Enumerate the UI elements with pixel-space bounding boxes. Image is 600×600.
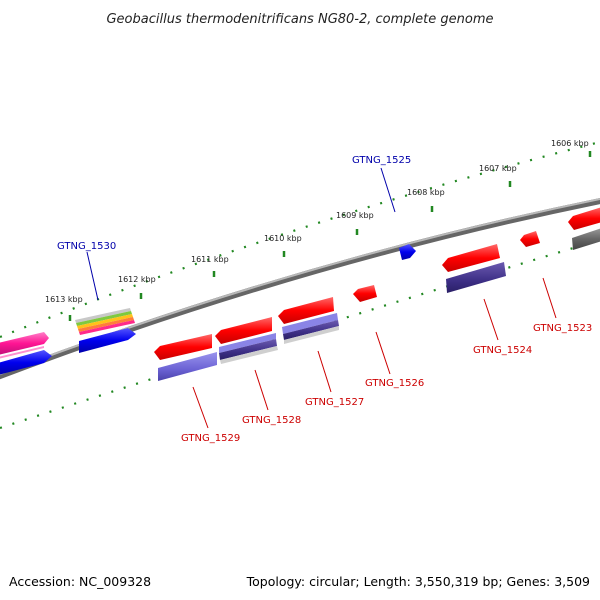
gene-feature-band <box>284 326 339 344</box>
gene-feature[interactable] <box>568 207 600 230</box>
gene-label-GTNG_1525[interactable]: GTNG_1525 <box>352 155 411 166</box>
tick-label-1611: 1611 kbp <box>191 255 229 264</box>
leader-GTNG_1529 <box>192 386 209 429</box>
accession-text: Accession: NC_009328 <box>9 574 151 589</box>
gene-GTNG_1529[interactable] <box>154 334 212 360</box>
gene-feature-band <box>220 346 278 364</box>
gene-GTNG_1527[interactable] <box>278 297 334 324</box>
leader-GTNG_1527 <box>317 350 332 393</box>
leader-GTNG_1526 <box>375 331 391 375</box>
tick-labels: 1606 kbp 1607 kbp 1608 kbp 1609 kbp 1610… <box>45 139 589 304</box>
gene-label-GTNG_1524[interactable]: GTNG_1524 <box>473 345 532 356</box>
gene-GTNG_1525[interactable] <box>399 244 416 260</box>
gene-GTNG_1526[interactable] <box>353 285 377 302</box>
gene-label-GTNG_1529[interactable]: GTNG_1529 <box>181 433 240 444</box>
major-ticks <box>68 151 592 321</box>
gene-label-GTNG_1523[interactable]: GTNG_1523 <box>533 323 592 334</box>
tick-label-1607: 1607 kbp <box>479 164 517 173</box>
gene-feature-band <box>282 313 338 334</box>
label-leaders <box>86 167 557 429</box>
tick-label-1609: 1609 kbp <box>336 211 374 220</box>
leader-GTNG_1524 <box>483 298 499 341</box>
gene-labels: GTNG_1525 GTNG_1530 GTNG_1523 GTNG_1524 … <box>57 155 592 444</box>
gene-feature[interactable] <box>79 328 136 353</box>
gene-feature[interactable] <box>283 320 339 340</box>
gene-label-GTNG_1530[interactable]: GTNG_1530 <box>57 241 116 252</box>
leader-GTNG_1523 <box>542 277 557 319</box>
gene-feature[interactable] <box>0 350 52 375</box>
leader-GTNG_1528 <box>254 369 269 411</box>
gene-feature-band <box>0 346 44 359</box>
gene-label-GTNG_1527[interactable]: GTNG_1527 <box>305 397 364 408</box>
gene-label-GTNG_1528[interactable]: GTNG_1528 <box>242 415 301 426</box>
gene-feature[interactable] <box>0 332 49 355</box>
reverse-strand-features <box>154 207 600 381</box>
tick-label-1612: 1612 kbp <box>118 275 156 284</box>
tick-label-1608: 1608 kbp <box>407 188 445 197</box>
gene-feature[interactable] <box>158 352 217 381</box>
tick-label-1613: 1613 kbp <box>45 295 83 304</box>
gene-feature[interactable] <box>446 262 506 293</box>
leader-GTNG_1530 <box>86 251 99 301</box>
gene-GTNG_1524[interactable] <box>442 244 500 272</box>
topology-summary-text: Topology: circular; Length: 3,550,319 bp… <box>246 574 590 589</box>
gene-feature-band <box>219 333 276 353</box>
tick-label-1610: 1610 kbp <box>264 234 302 243</box>
gene-label-GTNG_1526[interactable]: GTNG_1526 <box>365 378 424 389</box>
tick-label-1606: 1606 kbp <box>551 139 589 148</box>
gene-feature[interactable] <box>572 228 600 250</box>
gene-feature[interactable] <box>219 339 277 360</box>
gene-GTNG_1530-stack[interactable] <box>75 308 135 335</box>
gene-GTNG_1523[interactable] <box>520 231 540 247</box>
leader-GTNG_1525 <box>380 167 396 213</box>
gene-GTNG_1528[interactable] <box>215 317 272 344</box>
map-title: Geobacillus thermodenitrificans NG80-2, … <box>106 12 493 27</box>
forward-strand-features <box>0 244 416 375</box>
